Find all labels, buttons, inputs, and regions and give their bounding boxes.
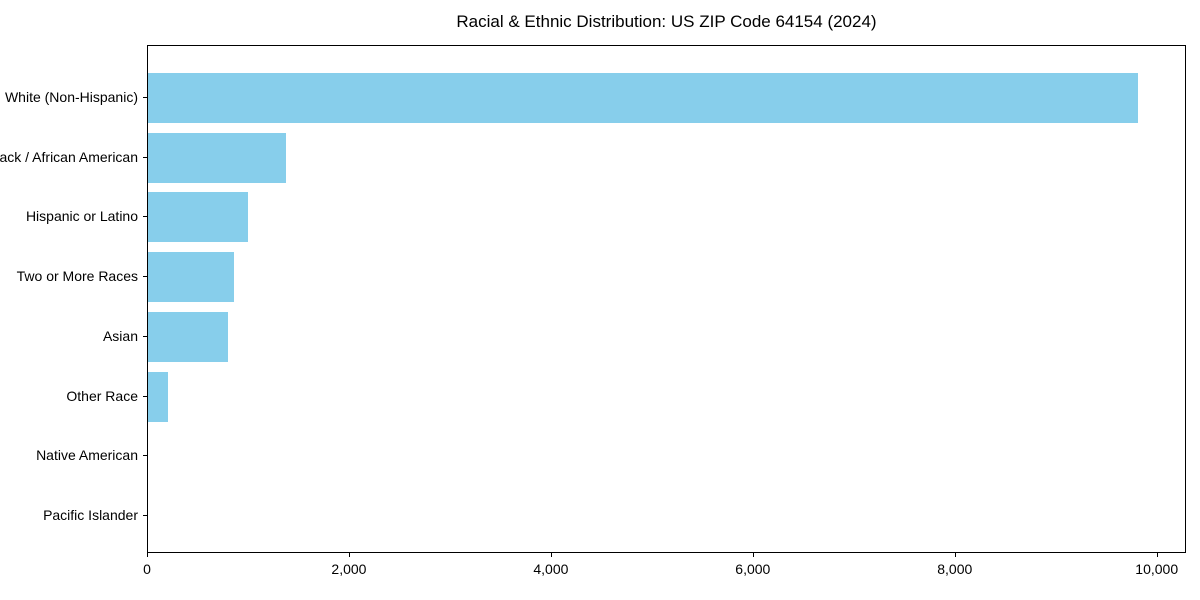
x-axis-tick xyxy=(348,553,350,557)
y-axis-label: Native American xyxy=(36,447,138,464)
y-axis-label: Two or More Races xyxy=(16,268,138,285)
y-axis-tick xyxy=(143,455,147,457)
x-axis-tick-label: 4,000 xyxy=(533,561,569,577)
y-axis-label: White (Non-Hispanic) xyxy=(4,89,138,105)
x-axis-tick xyxy=(1156,553,1158,557)
y-axis-label: Asian xyxy=(102,327,138,344)
y-axis-label: Black / African American xyxy=(0,148,138,165)
bar xyxy=(148,73,1138,123)
x-axis-tick-label: 0 xyxy=(143,561,151,577)
y-axis-label: Hispanic or Latino xyxy=(25,208,138,225)
y-axis-tick xyxy=(143,276,147,278)
bar xyxy=(148,252,234,303)
y-axis-tick xyxy=(143,514,147,516)
x-axis-tick xyxy=(147,553,148,557)
x-axis-tick xyxy=(752,553,754,557)
y-axis-tick xyxy=(143,97,147,98)
x-axis-tick xyxy=(550,553,552,557)
y-axis-tick xyxy=(143,156,147,158)
y-axis-tick xyxy=(143,395,147,397)
y-axis-label: Pacific Islander xyxy=(43,506,138,523)
y-axis-tick xyxy=(143,335,147,337)
chart-title: Racial & Ethnic Distribution: US ZIP Cod… xyxy=(456,12,877,31)
x-axis-tick-label: 10,000 xyxy=(1135,561,1179,577)
x-axis-tick-label: 6,000 xyxy=(735,561,771,577)
x-axis-tick-label: 8,000 xyxy=(937,561,973,577)
bar xyxy=(148,311,228,362)
bar xyxy=(148,132,286,183)
y-axis-tick xyxy=(143,216,147,218)
x-axis-tick xyxy=(954,553,956,557)
y-axis-label: Other Race xyxy=(66,387,138,404)
x-axis-tick-label: 2,000 xyxy=(331,561,367,577)
bar xyxy=(148,192,248,243)
plot-area xyxy=(147,45,1186,553)
bar xyxy=(148,371,168,422)
